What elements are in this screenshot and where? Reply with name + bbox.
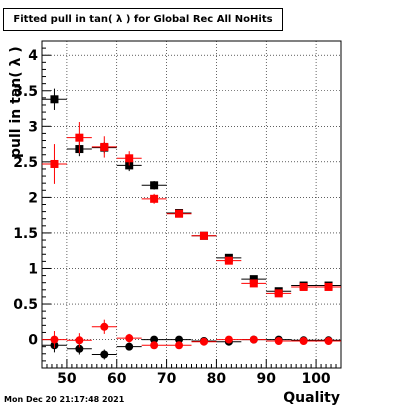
x-tick-label: 90 — [257, 371, 277, 387]
x-tick-label: 60 — [107, 371, 127, 387]
marks-layer — [42, 88, 341, 360]
data-point — [299, 282, 308, 291]
y-tick-label: 2 — [28, 190, 38, 206]
data-point — [274, 336, 283, 345]
data-point — [150, 194, 159, 203]
y-tick-label: 1 — [28, 261, 38, 277]
data-series — [42, 122, 341, 298]
chart-title: Fitted pull in tan( λ ) for Global Rec A… — [13, 14, 273, 25]
plot-frame — [41, 40, 342, 369]
data-point — [125, 342, 134, 351]
x-axis-label: Quality — [283, 390, 340, 406]
data-point — [175, 341, 184, 350]
data-point — [50, 159, 59, 168]
data-point — [249, 335, 258, 344]
y-tick-label: 3 — [28, 119, 38, 135]
data-point — [324, 336, 333, 345]
data-point — [150, 341, 159, 350]
datestamp: Mon Dec 20 21:17:48 2021 — [4, 395, 125, 404]
data-point — [75, 344, 84, 353]
x-tick-label: 80 — [207, 371, 227, 387]
data-point — [299, 336, 308, 345]
data-point — [175, 209, 184, 218]
data-point — [125, 154, 134, 163]
x-tick-label: 70 — [157, 371, 177, 387]
data-point — [100, 322, 109, 331]
data-point — [75, 336, 84, 345]
data-point — [100, 142, 109, 151]
data-point — [50, 335, 59, 344]
data-point — [199, 337, 208, 346]
data-point — [199, 231, 208, 240]
data-point — [150, 181, 159, 190]
data-point — [324, 282, 333, 291]
data-series — [42, 88, 341, 296]
data-series — [42, 319, 341, 350]
data-point — [75, 133, 84, 142]
data-series — [42, 335, 341, 360]
chart-title-box: Fitted pull in tan( λ ) for Global Rec A… — [3, 8, 283, 31]
data-point — [175, 335, 184, 344]
data-point — [224, 256, 233, 265]
y-axis-label: pull in tan( λ ) — [8, 46, 24, 158]
data-point — [50, 95, 59, 104]
data-point — [150, 335, 159, 344]
data-point — [274, 289, 283, 298]
y-tick-label: 2.5 — [13, 155, 38, 171]
y-tick-label: 0.5 — [13, 297, 38, 313]
grid-layer — [42, 41, 341, 368]
y-tick-label: 3.5 — [13, 84, 38, 100]
x-tick-label: 100 — [301, 371, 330, 387]
y-tick-label: 0 — [28, 333, 38, 349]
data-point — [100, 350, 109, 359]
y-tick-label: 1.5 — [13, 226, 38, 242]
x-tick-label: 50 — [57, 371, 77, 387]
data-point — [224, 335, 233, 344]
data-point — [125, 334, 134, 343]
data-point — [249, 275, 258, 284]
ticks-layer: 50 60 70 80 90 100 0 0.5 1 1.5 2 2.5 3 3.5 4 — [13, 40, 342, 387]
y-tick-label: 4 — [28, 48, 38, 64]
data-point — [249, 279, 258, 288]
